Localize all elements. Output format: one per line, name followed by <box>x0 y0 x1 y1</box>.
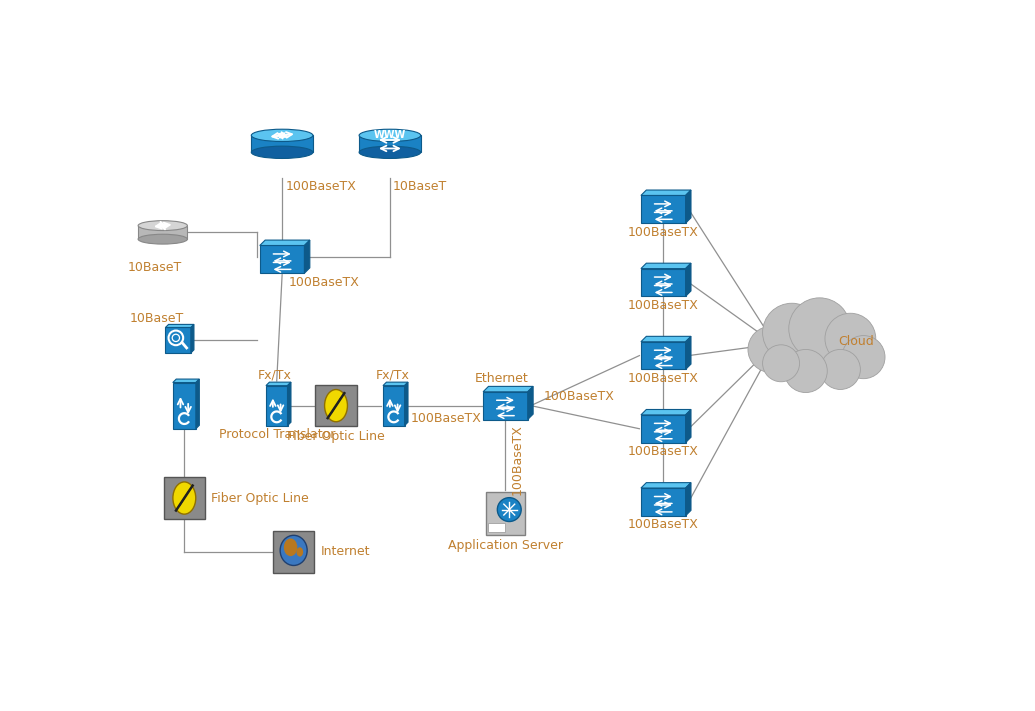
Polygon shape <box>641 410 691 415</box>
Ellipse shape <box>359 146 420 159</box>
Polygon shape <box>266 385 288 426</box>
Polygon shape <box>316 385 357 427</box>
Polygon shape <box>273 531 315 573</box>
Circle shape <box>763 345 800 382</box>
Circle shape <box>821 349 860 390</box>
Circle shape <box>825 314 876 364</box>
Polygon shape <box>483 392 528 419</box>
Ellipse shape <box>284 538 297 556</box>
Polygon shape <box>528 386 533 419</box>
Polygon shape <box>685 263 691 296</box>
Polygon shape <box>483 386 533 392</box>
Ellipse shape <box>252 146 313 159</box>
Text: Fx/Tx: Fx/Tx <box>259 368 292 381</box>
Ellipse shape <box>296 547 303 557</box>
Polygon shape <box>260 245 304 273</box>
Polygon shape <box>288 382 291 426</box>
Circle shape <box>841 336 885 379</box>
Text: 100BaseTX: 100BaseTX <box>628 518 699 532</box>
Polygon shape <box>685 190 691 223</box>
Polygon shape <box>641 190 691 196</box>
Polygon shape <box>164 477 205 519</box>
Polygon shape <box>641 263 691 269</box>
Text: 100BaseTX: 100BaseTX <box>628 372 699 385</box>
Polygon shape <box>196 379 200 429</box>
Text: Cloud: Cloud <box>838 335 874 348</box>
Polygon shape <box>260 240 309 245</box>
Polygon shape <box>641 415 685 443</box>
Text: Protocol Translator: Protocol Translator <box>219 429 335 442</box>
Text: 100BaseTX: 100BaseTX <box>289 276 359 289</box>
Ellipse shape <box>173 482 196 514</box>
Text: WWW: WWW <box>374 130 406 140</box>
Polygon shape <box>489 523 505 533</box>
Polygon shape <box>641 196 685 223</box>
Text: Application Server: Application Server <box>448 539 563 552</box>
Text: 10BaseT: 10BaseT <box>128 260 182 274</box>
Polygon shape <box>190 324 194 353</box>
Polygon shape <box>685 483 691 515</box>
Text: Fiber Optic Line: Fiber Optic Line <box>287 430 385 443</box>
Polygon shape <box>641 483 691 488</box>
Text: 100BaseTX: 100BaseTX <box>628 226 699 239</box>
Text: 100BaseTX: 100BaseTX <box>410 412 481 425</box>
Text: 100BaseTX: 100BaseTX <box>544 390 615 403</box>
Polygon shape <box>304 240 309 273</box>
Text: Fx/Tx: Fx/Tx <box>376 368 409 381</box>
Circle shape <box>763 303 821 362</box>
Text: 100BaseTX: 100BaseTX <box>511 424 524 495</box>
Text: 100BaseTX: 100BaseTX <box>628 445 699 459</box>
Ellipse shape <box>138 234 187 244</box>
Bar <box>138 225 187 239</box>
Text: Ethernet: Ethernet <box>475 372 529 385</box>
Text: 10BaseT: 10BaseT <box>393 180 447 193</box>
Text: 10BaseT: 10BaseT <box>129 312 184 325</box>
Circle shape <box>748 326 794 373</box>
Polygon shape <box>166 324 194 328</box>
Ellipse shape <box>325 390 348 422</box>
Polygon shape <box>173 383 196 429</box>
Polygon shape <box>685 336 691 370</box>
Polygon shape <box>641 342 685 370</box>
Polygon shape <box>641 269 685 296</box>
Text: 100BaseTX: 100BaseTX <box>286 180 356 193</box>
Polygon shape <box>405 382 408 426</box>
Polygon shape <box>173 379 200 383</box>
Circle shape <box>498 498 522 522</box>
Polygon shape <box>266 382 291 385</box>
Text: Internet: Internet <box>321 545 371 558</box>
Circle shape <box>785 349 827 392</box>
Bar <box>359 135 420 152</box>
Polygon shape <box>166 328 190 353</box>
Text: Fiber Optic Line: Fiber Optic Line <box>211 491 309 505</box>
Ellipse shape <box>252 129 313 141</box>
Ellipse shape <box>138 220 187 230</box>
Polygon shape <box>383 382 408 385</box>
Circle shape <box>789 298 851 360</box>
Ellipse shape <box>280 535 307 565</box>
Bar <box>252 135 313 152</box>
Polygon shape <box>486 492 525 535</box>
Polygon shape <box>641 336 691 342</box>
Polygon shape <box>641 488 685 515</box>
Ellipse shape <box>359 129 420 141</box>
Polygon shape <box>383 385 405 426</box>
Polygon shape <box>685 410 691 443</box>
Text: 100BaseTX: 100BaseTX <box>628 299 699 312</box>
